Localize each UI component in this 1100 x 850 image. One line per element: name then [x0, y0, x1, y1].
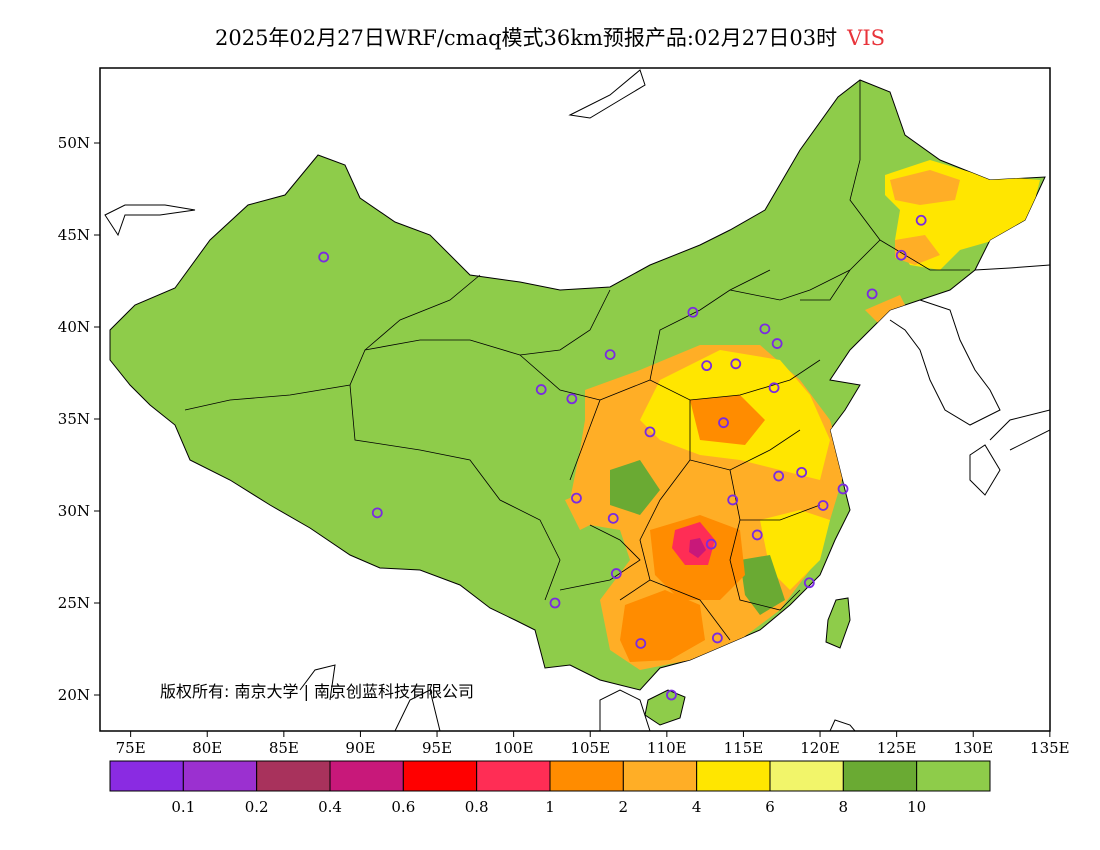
station-marker: [837, 483, 849, 495]
legend-swatch: [696, 760, 771, 792]
station-marker: [866, 288, 878, 300]
title-text: 2025年02月27日WRF/cmaq模式36km预报产品:02月27日03时: [214, 26, 838, 50]
station-marker: [604, 349, 616, 361]
copyright-text: 版权所有: 南京大学 | 南京创蓝科技有限公司: [160, 682, 474, 701]
station-marker: [727, 494, 739, 506]
legend-swatch: [549, 760, 624, 792]
lon-label: 120E: [800, 739, 840, 757]
taiwan-island: [825, 597, 851, 649]
legend-swatch: [402, 760, 478, 792]
lat-label: 35N: [58, 410, 90, 428]
station-marker: [796, 466, 808, 478]
station-marker: [768, 382, 780, 394]
map-frame: [99, 67, 1051, 732]
vis-band-sichuan-west: [565, 490, 600, 530]
legend-label: 0.6: [391, 798, 415, 816]
vis-band-yellow-east: [760, 510, 830, 590]
station-markers: [318, 214, 927, 701]
longitude-axis: 75E 80E 85E 90E 95E 100E 105E 110E 115E 120E 125E 1…: [116, 731, 1070, 757]
lon-label: 90E: [345, 739, 375, 757]
lon-label: 80E: [192, 739, 222, 757]
station-marker: [701, 360, 713, 372]
station-marker: [803, 577, 815, 589]
station-marker: [666, 689, 677, 701]
vis-band-northeast-south: [895, 235, 940, 265]
lon-label: 85E: [269, 739, 299, 757]
station-marker: [705, 538, 717, 550]
station-marker: [773, 470, 785, 482]
lon-label: 100E: [494, 739, 534, 757]
station-marker: [607, 512, 619, 524]
legend-label: 0.4: [318, 798, 342, 816]
station-marker: [571, 492, 582, 504]
station-marker: [687, 306, 699, 318]
legend-swatch: [329, 760, 404, 792]
legend-label: 0.1: [171, 798, 195, 816]
lat-label: 20N: [58, 686, 90, 704]
station-marker: [718, 417, 729, 429]
legend-label: 2: [619, 798, 629, 816]
legend-colorbar: [109, 760, 991, 792]
station-marker: [759, 323, 771, 335]
legend-label: 10: [907, 798, 926, 816]
vis-band-crimson-core: [689, 538, 706, 558]
province-borders: [184, 80, 970, 641]
station-marker: [771, 338, 783, 349]
lat-label: 40N: [58, 318, 90, 336]
station-marker: [895, 249, 907, 261]
lat-label: 25N: [58, 594, 90, 612]
vis-band-orange-south: [620, 590, 705, 662]
legend-label: 0.8: [465, 798, 489, 816]
lon-label: 110E: [647, 739, 687, 757]
legend-labels: 0.1 0.2 0.4 0.6 0.8 1 2 4 6 8 10: [171, 798, 926, 816]
vis-band-northeast-orange: [890, 170, 960, 205]
legend-swatch: [842, 760, 918, 792]
lat-label: 30N: [58, 502, 90, 520]
station-marker: [535, 384, 547, 395]
lon-label: 135E: [1030, 739, 1070, 757]
vis-band-green-hills: [610, 460, 660, 515]
station-marker: [566, 393, 578, 405]
legend-swatch: [622, 760, 698, 792]
legend-label: 1: [545, 798, 555, 816]
station-marker: [915, 214, 927, 226]
lat-label: 50N: [58, 134, 90, 152]
lon-label: 105E: [570, 739, 610, 757]
lon-label: 95E: [422, 739, 452, 757]
station-marker: [610, 568, 622, 579]
lon-label: 115E: [724, 739, 764, 757]
map-area: 版权所有: 南京大学 | 南京创蓝科技有限公司: [100, 68, 1050, 731]
legend-label: 8: [839, 798, 849, 816]
legend-swatch: [916, 760, 991, 792]
visibility-field: [565, 160, 1040, 670]
station-marker: [730, 358, 742, 370]
legend-swatch: [769, 760, 844, 792]
legend-label: 4: [692, 798, 702, 816]
lat-label: 45N: [58, 226, 90, 244]
vis-band-green-jiangxi: [740, 555, 785, 615]
lon-label: 125E: [877, 739, 917, 757]
latitude-axis: 50N 45N 40N 35N 30N 25N 20N: [58, 134, 100, 704]
lon-label: 75E: [116, 739, 146, 757]
station-marker: [711, 632, 723, 644]
variable-label: VIS: [847, 26, 886, 50]
legend-label: 6: [765, 798, 775, 816]
station-marker: [318, 251, 330, 263]
station-marker: [635, 638, 647, 649]
legend-swatch: [256, 760, 331, 792]
legend-swatch: [109, 760, 184, 792]
map-title: 2025年02月27日WRF/cmaq模式36km预报产品:02月27日03时 V…: [0, 22, 1100, 52]
station-marker: [644, 426, 656, 438]
lon-label: 130E: [953, 739, 993, 757]
station-marker: [751, 529, 763, 541]
legend-swatch: [182, 760, 258, 792]
neighbor-coastlines: [104, 69, 1050, 731]
station-marker: [371, 507, 383, 519]
legend-label: 0.2: [245, 798, 269, 816]
station-marker: [817, 500, 829, 511]
station-marker: [549, 597, 561, 609]
legend-swatch: [476, 760, 551, 792]
